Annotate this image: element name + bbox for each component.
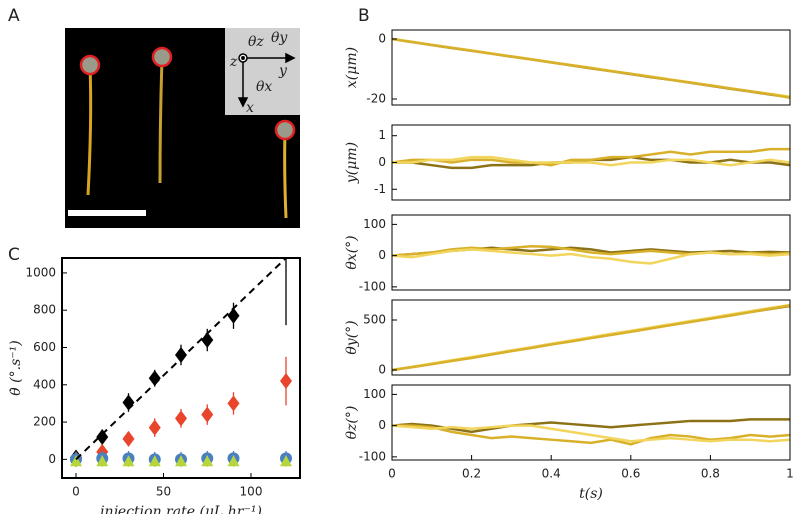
y-tick-label: -100: [359, 279, 386, 293]
x-tick-label: 0.8: [701, 467, 720, 481]
y-tick-label: 500: [363, 313, 386, 327]
y-axis-label: θx(°): [344, 235, 360, 269]
marker: [175, 410, 187, 427]
marker: [70, 455, 82, 467]
plot-area: [392, 418, 790, 446]
axes-frame: [391, 384, 791, 461]
marker: [122, 430, 135, 447]
y-axis-label: θy(°): [344, 320, 360, 354]
x-tick-label: 1: [786, 467, 794, 481]
axes-frame: [391, 299, 791, 376]
x-tick-label: 0.6: [621, 467, 640, 481]
marker: [175, 346, 187, 363]
panel-label: C: [8, 245, 20, 265]
panel-label: A: [8, 6, 20, 26]
axes-frame: [391, 214, 791, 291]
y-tick-label: 800: [33, 303, 56, 317]
x-axis-label: injection rate (μL.hr⁻¹): [100, 504, 262, 514]
y-tick-label: 0: [378, 248, 386, 262]
plot-area: [392, 244, 790, 265]
y-tick-label: 1000: [25, 265, 56, 279]
inset-label: θy: [271, 30, 288, 46]
y-tick-label: -20: [366, 92, 386, 106]
y-tick-label: 600: [33, 340, 56, 354]
series-line: [392, 155, 790, 167]
inset-label: θz: [248, 34, 264, 50]
marker: [148, 455, 161, 467]
marker: [175, 455, 187, 467]
plot-area: [392, 37, 790, 100]
series-line: [392, 248, 790, 265]
series-line: [392, 424, 790, 446]
y-tick-label: 100: [363, 387, 386, 401]
y-tick-label: 0: [378, 155, 386, 169]
series-line: [392, 424, 790, 443]
y-tick-label: 1: [378, 128, 386, 142]
inset-axes: [237, 52, 296, 108]
inset-label: z: [229, 54, 238, 70]
y-tick-label: 200: [33, 415, 56, 429]
x-tick-label: 50: [156, 485, 171, 499]
axes-frame: [61, 257, 301, 479]
marker: [201, 406, 214, 423]
y-tick-label: -100: [359, 449, 386, 463]
marker: [96, 455, 109, 467]
plot-area: [70, 237, 292, 468]
x-tick-label: 0: [72, 485, 80, 499]
marker: [227, 307, 240, 324]
inset: [225, 28, 300, 115]
plot-area: [392, 303, 790, 372]
inset-label: x: [246, 100, 254, 116]
scale-bar: [68, 210, 146, 216]
beads: [79, 46, 296, 141]
x-axis-label: t(s): [579, 486, 603, 502]
x-tick-label: 0: [388, 467, 396, 481]
y-tick-label: 0: [48, 452, 56, 466]
marker: [227, 455, 240, 467]
marker: [122, 455, 135, 467]
y-axis-label: x(μm): [344, 47, 360, 88]
axes-frame: [391, 124, 791, 201]
y-tick-label: 400: [33, 377, 56, 391]
y-axis-label: y(μm): [344, 142, 360, 184]
y-tick-label: 100: [363, 217, 386, 231]
y-tick-label: 0: [378, 363, 386, 377]
inset-label: y: [278, 63, 288, 79]
fit-line: [75, 258, 287, 461]
marker: [148, 419, 161, 436]
marker: [280, 455, 292, 467]
x-tick-label: 0.4: [542, 467, 561, 481]
series-line: [392, 418, 790, 434]
marker: [280, 237, 292, 253]
y-axis-label: θ̇ (°.s⁻¹): [8, 340, 24, 395]
marker: [227, 395, 240, 412]
x-tick-label: 100: [240, 485, 263, 499]
marker: [201, 455, 214, 467]
series-line: [392, 147, 790, 167]
axes-frame: [391, 29, 791, 106]
panel-label: B: [358, 6, 370, 26]
marker: [280, 373, 292, 390]
y-tick-label: 0: [378, 418, 386, 432]
series-line: [392, 37, 790, 100]
x-tick-label: 0.2: [462, 467, 481, 481]
inset-label: θx: [256, 79, 272, 95]
series-line: [392, 304, 790, 372]
plot-area: [392, 147, 790, 170]
y-tick-label: 0: [378, 32, 386, 46]
marker: [201, 332, 214, 349]
y-axis-label: θz(°): [344, 406, 360, 440]
marker: [96, 428, 109, 445]
y-tick-label: -1: [374, 182, 386, 196]
